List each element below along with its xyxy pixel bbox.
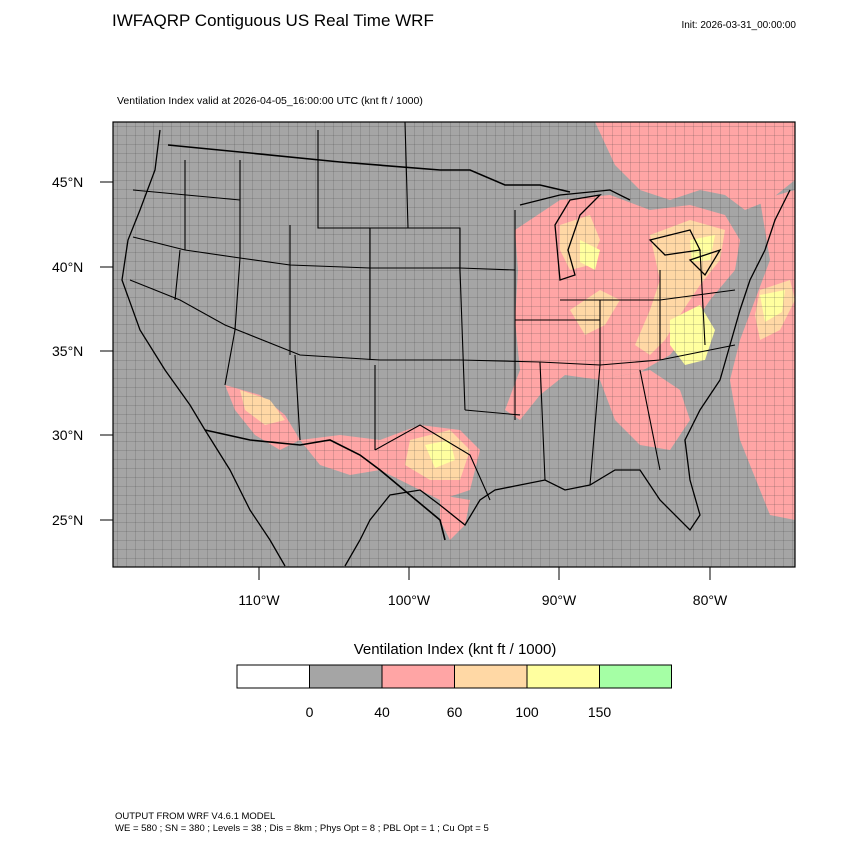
label-bar	[236, 664, 672, 689]
lat-labels: 45°N 40°N 35°N 30°N 25°N	[52, 174, 83, 528]
map-title: IWFAQRP Contiguous US Real Time WRF	[112, 11, 434, 30]
lon-label-90: 90°W	[542, 592, 577, 608]
label-bar-box-5	[526, 664, 600, 689]
national-borders	[167, 144, 571, 541]
init-time: Init: 2026-03-31_00:00:00	[681, 20, 796, 31]
lon-label-100: 100°W	[388, 592, 431, 608]
lon-ticks	[258, 567, 711, 580]
label-bar-tick-40: 40	[374, 704, 390, 720]
lat-label-25: 25°N	[52, 512, 83, 528]
lon-label-80: 80°W	[693, 592, 728, 608]
lat-label-45: 45°N	[52, 174, 83, 190]
label-bar-box-3	[381, 664, 455, 689]
lat-label-35: 35°N	[52, 343, 83, 359]
map-panel	[113, 122, 795, 567]
label-bar-tick-150: 150	[587, 704, 612, 720]
label-bar-tick-100: 100	[515, 704, 539, 720]
label-bar-box-4	[454, 664, 528, 689]
state-boundaries	[129, 122, 736, 501]
label-bar-box-6	[599, 664, 672, 689]
label-bar-box-2	[309, 664, 383, 689]
lat-ticks	[100, 181, 113, 521]
lat-label-30: 30°N	[52, 427, 83, 443]
lon-labels: 110°W 100°W 90°W 80°W	[238, 592, 728, 608]
label-bar-box-1	[236, 664, 310, 689]
field-subtitle: Ventilation Index valid at 2026-04-05_16…	[117, 95, 423, 107]
lon-label-110: 110°W	[238, 592, 280, 608]
model-info-line-1: OUTPUT FROM WRF V4.6.1 MODEL	[115, 811, 276, 822]
label-bar-tick-60: 60	[446, 704, 463, 720]
county-boundaries	[113, 122, 795, 567]
model-info-line-2: WE = 580 ; SN = 380 ; Levels = 38 ; Dis …	[115, 823, 489, 834]
map-frame	[112, 121, 796, 568]
label-bar-title: Ventilation Index (knt ft / 1000)	[353, 641, 557, 658]
lat-label-40: 40°N	[52, 259, 83, 275]
label-bar-tick-0: 0	[305, 704, 314, 720]
